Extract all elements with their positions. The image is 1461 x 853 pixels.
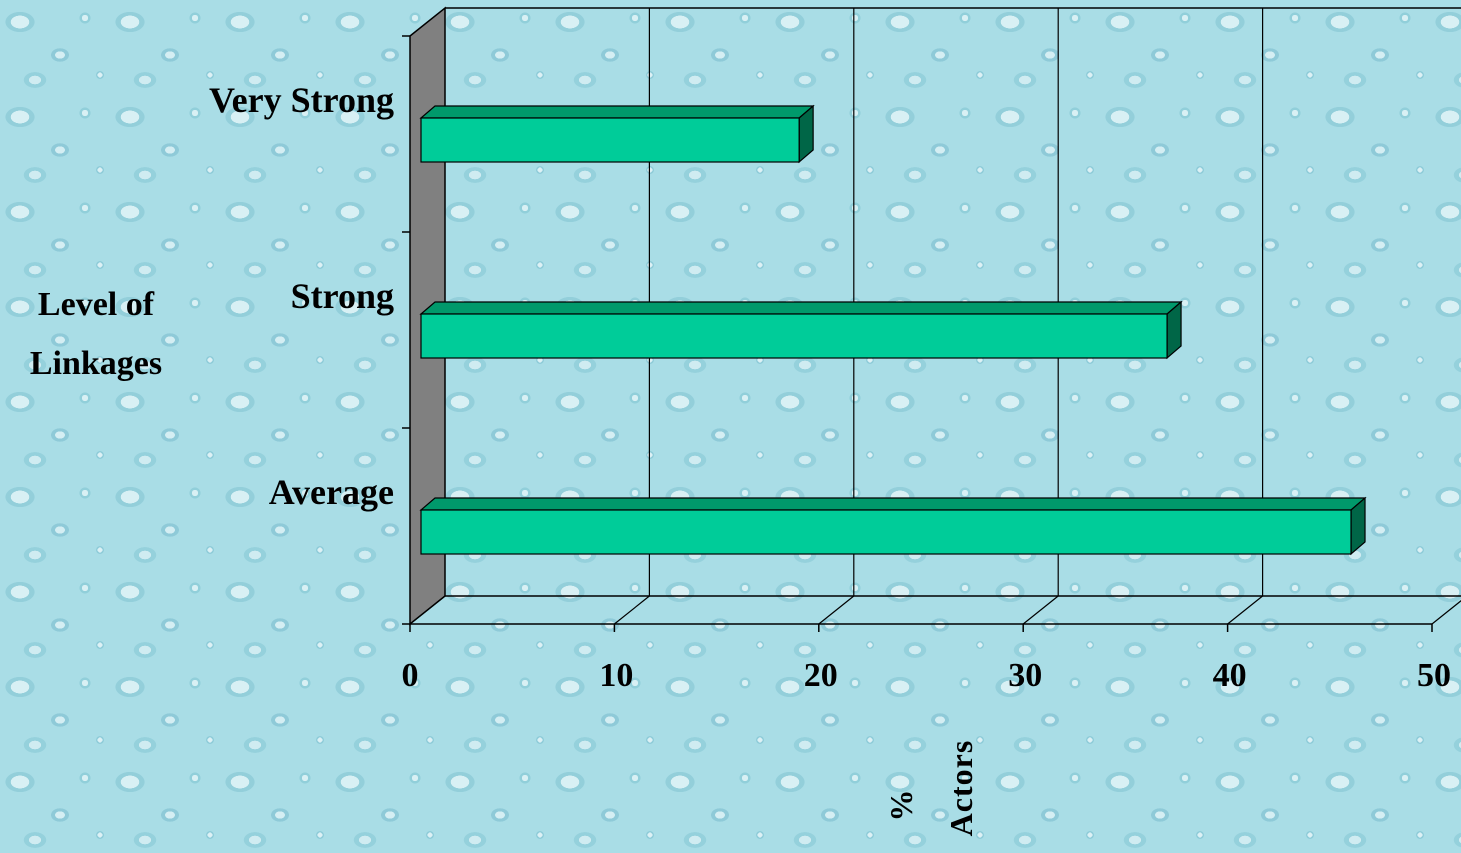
bar-front-face xyxy=(420,117,800,163)
gridline-floor xyxy=(1431,600,1461,625)
gridline-floor xyxy=(614,595,650,625)
x-axis-label-line-1: % xyxy=(883,789,919,822)
y-tick-label: Very Strong xyxy=(209,80,394,120)
bar-very-strong xyxy=(419,104,815,164)
gridline-floor xyxy=(1022,595,1059,625)
x-tick-label: 0 xyxy=(402,657,419,694)
gridline-floor xyxy=(1227,595,1263,625)
bars xyxy=(419,104,1367,556)
labels: Level of Linkages % Actors 0 10 20 30 40 50 Av… xyxy=(30,80,1451,836)
bar-top-face xyxy=(419,497,1367,511)
y-axis-label-line-2: Linkages xyxy=(30,345,162,382)
y-axis-label-line-1: Level of xyxy=(38,286,155,323)
bar-front-face xyxy=(420,313,1168,359)
y-tick-label: Average xyxy=(269,472,394,512)
bar-front-face xyxy=(420,509,1352,555)
x-tick-label: 10 xyxy=(599,657,633,694)
bar-top-face xyxy=(419,301,1183,315)
x-tick-label: 20 xyxy=(804,657,838,694)
bar-average xyxy=(419,496,1367,556)
bar-top-face xyxy=(419,105,815,119)
x-tick-label: 40 xyxy=(1213,657,1247,694)
bar-strong xyxy=(419,300,1183,360)
gridline-floor xyxy=(818,595,855,625)
x-tick-label: 50 xyxy=(1417,657,1451,694)
y-tick-label: Strong xyxy=(291,276,394,316)
x-tick-label: 30 xyxy=(1008,657,1042,694)
x-axis-label-line-2: Actors xyxy=(943,740,979,837)
